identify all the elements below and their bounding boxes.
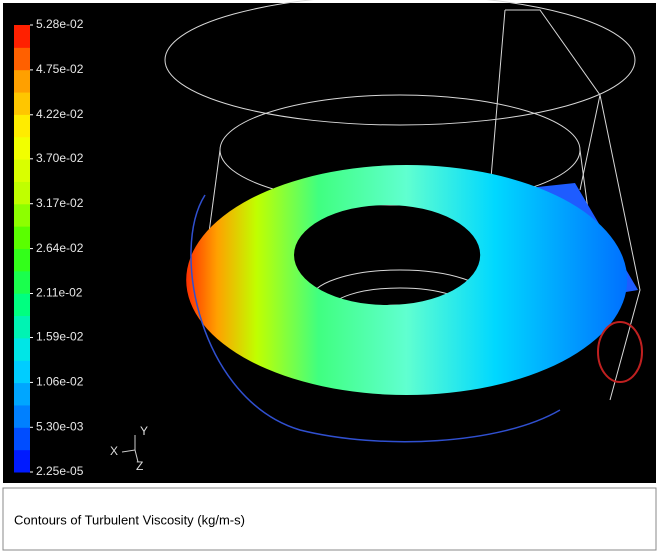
colorbar-tick-label: 4.75e-02 bbox=[36, 62, 84, 76]
colorbar-band bbox=[14, 338, 30, 361]
triad-y: Y bbox=[140, 424, 148, 438]
screenshot: Y X Z 2.25e-05 5.30e-03 1.06e-02 1.59e-02 2.… bbox=[0, 0, 659, 553]
colorbar-band bbox=[14, 293, 30, 316]
colorbar-band bbox=[14, 226, 30, 249]
colorbar-tick-label: 1.59e-02 bbox=[36, 330, 84, 344]
colorbar-band bbox=[14, 47, 30, 70]
colorbar-band bbox=[14, 383, 30, 406]
triad-z: Z bbox=[136, 459, 143, 473]
colorbar-band bbox=[14, 159, 30, 182]
triad-x: X bbox=[110, 444, 118, 458]
colorbar-tick-label: 1.06e-02 bbox=[36, 375, 84, 389]
colorbar-band bbox=[14, 181, 30, 204]
colorbar-band bbox=[14, 427, 30, 450]
colorbar-band bbox=[14, 137, 30, 160]
colorbar-band bbox=[14, 271, 30, 294]
colorbar-tick-label: 2.25e-05 bbox=[36, 464, 84, 478]
colorbar-tick-label: 2.64e-02 bbox=[36, 241, 84, 255]
colorbar-band bbox=[14, 114, 30, 137]
colorbar-band bbox=[14, 249, 30, 272]
colorbar-band bbox=[14, 405, 30, 428]
colorbar-tick-label: 5.28e-02 bbox=[36, 17, 84, 31]
colorbar-tick-label: 3.70e-02 bbox=[36, 151, 84, 165]
colorbar-band bbox=[14, 25, 30, 48]
chart-title: Contours of Turbulent Viscosity (kg/m-s) bbox=[14, 512, 245, 527]
colorbar-tick-label: 3.17e-02 bbox=[36, 196, 84, 210]
colorbar-band bbox=[14, 316, 30, 339]
colorbar-band bbox=[14, 204, 30, 227]
colorbar-band bbox=[14, 70, 30, 93]
colorbar-band bbox=[14, 360, 30, 383]
colorbar-band bbox=[14, 92, 30, 115]
colorbar-tick-label: 5.30e-03 bbox=[36, 419, 84, 433]
colorbar-tick-label: 4.22e-02 bbox=[36, 107, 84, 121]
colorbar-band bbox=[14, 450, 30, 473]
colorbar-tick-label: 2.11e-02 bbox=[36, 286, 83, 300]
